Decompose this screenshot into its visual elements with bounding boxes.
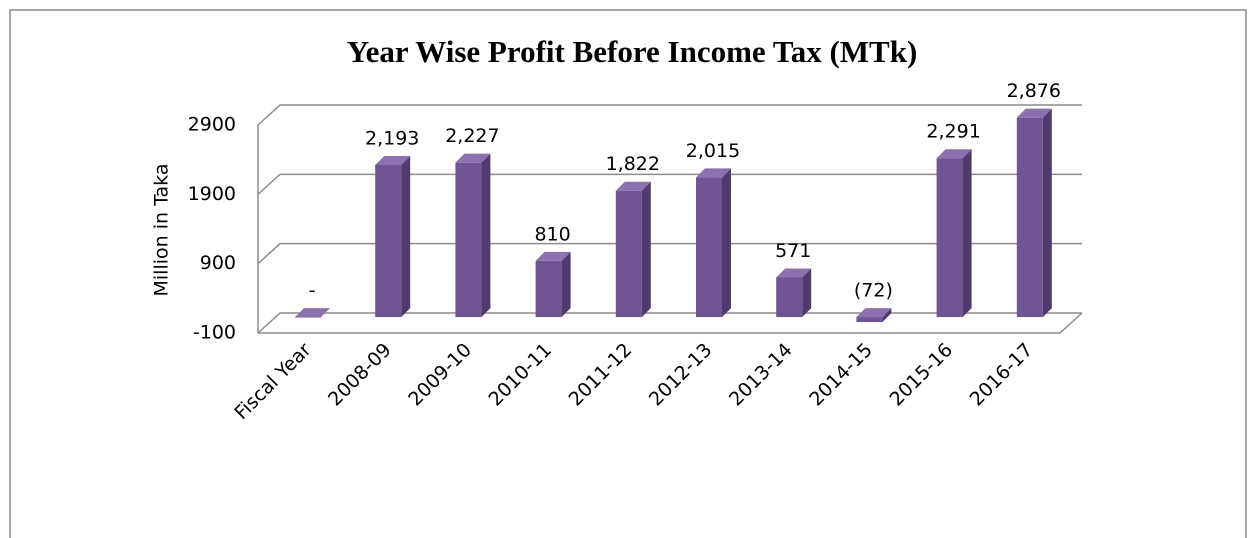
x-tick-label: 2009-10: [404, 339, 476, 411]
bar-side: [802, 268, 812, 318]
value-label: (72): [854, 280, 893, 302]
value-label: 2,227: [445, 125, 499, 147]
bar: [295, 317, 321, 318]
y-tick-label: 2900: [188, 114, 236, 136]
grid-line: [257, 104, 1082, 126]
value-label: -: [309, 280, 316, 302]
bar-side: [962, 149, 972, 318]
bar-side: [401, 156, 411, 318]
bar-side: [882, 308, 892, 323]
bar-side: [481, 153, 491, 318]
bar-top: [776, 268, 812, 278]
bar: [696, 177, 722, 318]
y-tick-label: 900: [200, 252, 236, 274]
bar-top: [535, 251, 571, 261]
bar: [375, 165, 402, 318]
grid-line: [257, 312, 1082, 334]
value-label: 2,291: [926, 121, 980, 143]
bar: [776, 277, 803, 318]
bar-top: [615, 181, 651, 191]
value-label: 2,876: [1007, 80, 1061, 102]
x-tick-label: 2014-15: [805, 339, 877, 411]
bar-top: [936, 149, 972, 159]
bar-top: [696, 168, 731, 178]
value-label: 1,822: [606, 153, 660, 175]
value-label: 2,015: [686, 140, 740, 162]
bar-side: [641, 181, 651, 318]
bar-top: [856, 308, 892, 318]
bar-top: [455, 153, 491, 163]
x-tick-label: 2015-16: [885, 339, 957, 411]
bar: [455, 162, 482, 318]
floor: [258, 312, 1083, 334]
bar: [856, 317, 883, 323]
bar: [1016, 117, 1043, 318]
grid-line: [257, 173, 1082, 195]
bar: [615, 190, 642, 318]
value-label: 810: [534, 223, 570, 245]
value-label: 2,193: [365, 128, 419, 150]
x-tick-label: 2008-09: [324, 339, 396, 411]
bar-top: [375, 156, 411, 166]
x-tick-label: 2012-13: [645, 339, 717, 411]
chart-title: Year Wise Profit Before Income Tax (MTk): [347, 34, 918, 69]
bar: [936, 158, 963, 318]
bar-side: [561, 251, 571, 318]
x-tick-label: Fiscal Year: [230, 339, 315, 424]
bar-top: [1016, 108, 1052, 118]
x-tick-label: 2010-11: [484, 339, 556, 411]
y-tick-label: -100: [193, 322, 236, 344]
bar: [535, 260, 562, 318]
y-tick-label: 1900: [188, 183, 236, 205]
y-axis-label: Million in Taka: [151, 164, 173, 297]
grid-line: [257, 242, 1082, 265]
x-tick-label: 2011-12: [565, 339, 637, 411]
x-tick-label: 2016-17: [966, 339, 1038, 411]
bar-top: [295, 308, 330, 318]
value-label: 571: [775, 240, 811, 262]
bar-side: [722, 168, 731, 318]
x-tick-label: 2013-14: [725, 339, 797, 411]
chart-frame: [9, 9, 1247, 538]
bar-side: [1042, 108, 1052, 318]
